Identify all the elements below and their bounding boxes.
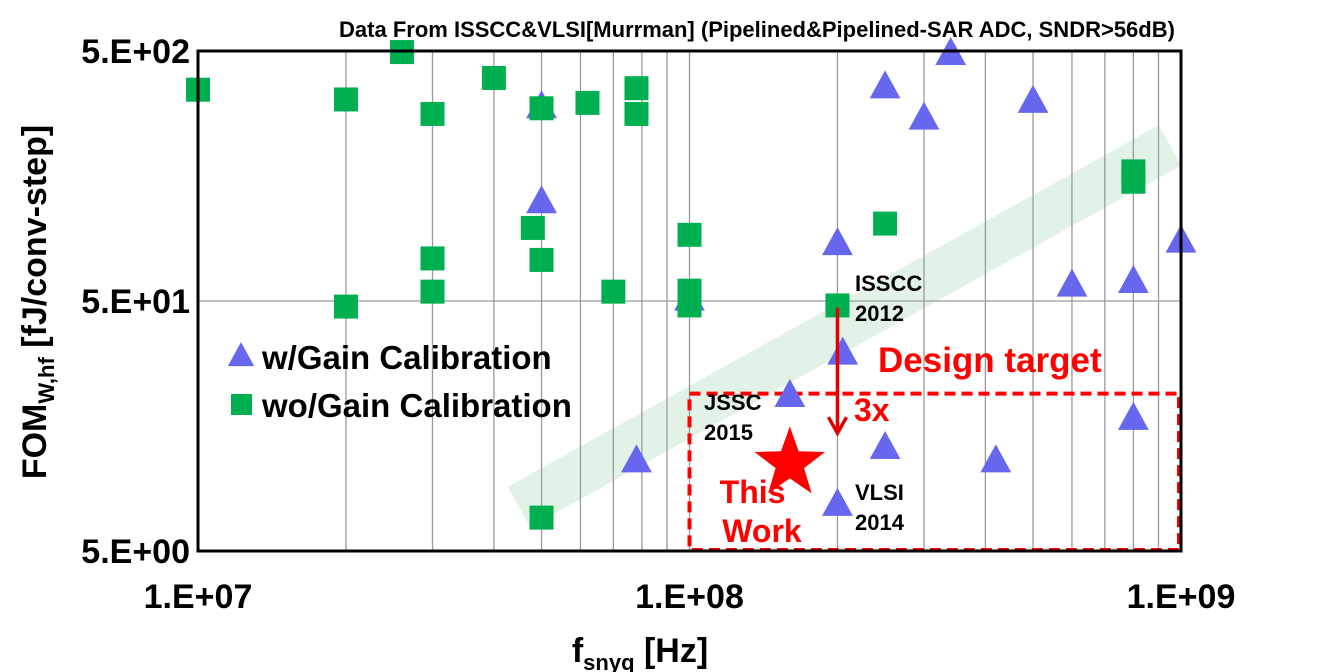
data-point-square <box>1121 169 1146 194</box>
this-work-marker <box>754 426 825 494</box>
y-tick-labels: 5.E+02 5.E+01 5.E+00 <box>81 33 190 571</box>
legend-label-w-gain: w/Gain Calibration <box>261 339 552 376</box>
y-tick-label: 5.E+02 <box>81 33 190 71</box>
data-point-square <box>420 246 445 271</box>
y-axis-label-main: FOM <box>16 404 54 480</box>
legend-label-wo-gain: wo/Gain Calibration <box>261 387 572 424</box>
data-point-square <box>873 211 898 236</box>
data-point-triangle <box>869 431 901 460</box>
data-point-square <box>601 279 626 304</box>
data-point-square <box>529 247 554 272</box>
data-point-triangle <box>526 185 557 214</box>
x-axis-label-unit: [Hz] <box>635 632 709 670</box>
x-tick-label: 1.E+07 <box>144 578 253 616</box>
annotation-vlsi-2014: VLSI 2014 <box>855 480 910 535</box>
trend-band-stripe <box>507 125 1182 528</box>
data-point-square <box>333 87 358 112</box>
annotation-isscc-2012: ISSCC 2012 <box>855 271 928 326</box>
data-point-triangle <box>774 378 806 407</box>
x-tick-labels: 1.E+07 1.E+08 1.E+09 <box>144 578 1236 616</box>
data-point-square <box>677 293 702 318</box>
data-point-triangle <box>621 444 652 473</box>
data-point-square <box>677 222 702 247</box>
data-point-triangle <box>822 487 853 516</box>
data-point-square <box>520 215 545 240</box>
annotation-design-target: Design target <box>878 341 1102 380</box>
data-point-triangle <box>822 227 853 256</box>
y-axis-label-sub: W,hf <box>34 357 59 404</box>
data-point-square <box>420 279 445 304</box>
data-point-triangle <box>980 444 1012 473</box>
data-point-square <box>624 101 649 126</box>
data-point-square <box>481 65 506 90</box>
x-tick-label: 1.E+08 <box>635 578 744 616</box>
y-tick-label: 5.E+01 <box>81 283 190 321</box>
x-axis-label-sub: snyq <box>583 650 634 672</box>
legend-square-marker <box>231 394 252 415</box>
improvement-arrow <box>826 307 848 437</box>
this-work-star <box>754 426 825 494</box>
data-point-square <box>575 90 600 115</box>
data-point-square <box>529 505 554 530</box>
x-axis-label: fsnyq [Hz] <box>572 632 708 672</box>
x-axis-label-main: f <box>572 632 584 670</box>
data-series <box>186 36 1197 530</box>
data-point-triangle <box>869 70 901 99</box>
data-point-square <box>420 101 445 126</box>
chart-title: Data From ISSCC&VLSI[Murrman] (Pipelined… <box>339 17 1175 42</box>
annotation-3x: 3x <box>854 392 890 428</box>
plot-area-border <box>196 49 1183 553</box>
data-point-triangle <box>1017 84 1049 113</box>
data-point-triangle <box>1056 268 1088 297</box>
data-point-square <box>529 96 554 121</box>
trend-band <box>507 125 1182 528</box>
data-point-triangle <box>827 336 859 365</box>
y-axis-label-unit: [fJ/conv-step] <box>16 125 54 357</box>
annotations: ISSCC 2012 JSSC 2015 VLSI 2014 Design ta… <box>704 271 1102 549</box>
annotation-jssc-2015: JSSC 2015 <box>704 390 768 445</box>
data-point-triangle <box>1117 264 1149 293</box>
data-point-triangle <box>908 101 940 130</box>
this-work-label: This Work <box>720 474 802 549</box>
legend: w/Gain Calibration wo/Gain Calibration <box>227 339 572 424</box>
y-tick-label: 5.E+00 <box>81 533 190 571</box>
arrow-head <box>826 416 848 437</box>
data-point-triangle <box>1117 401 1149 430</box>
legend-triangle-marker <box>227 342 255 367</box>
y-axis-label: FOMW,hf [fJ/conv-step] <box>16 125 59 479</box>
data-point-square <box>333 294 358 319</box>
x-tick-label: 1.E+09 <box>1127 578 1236 616</box>
data-point-square <box>624 76 649 101</box>
